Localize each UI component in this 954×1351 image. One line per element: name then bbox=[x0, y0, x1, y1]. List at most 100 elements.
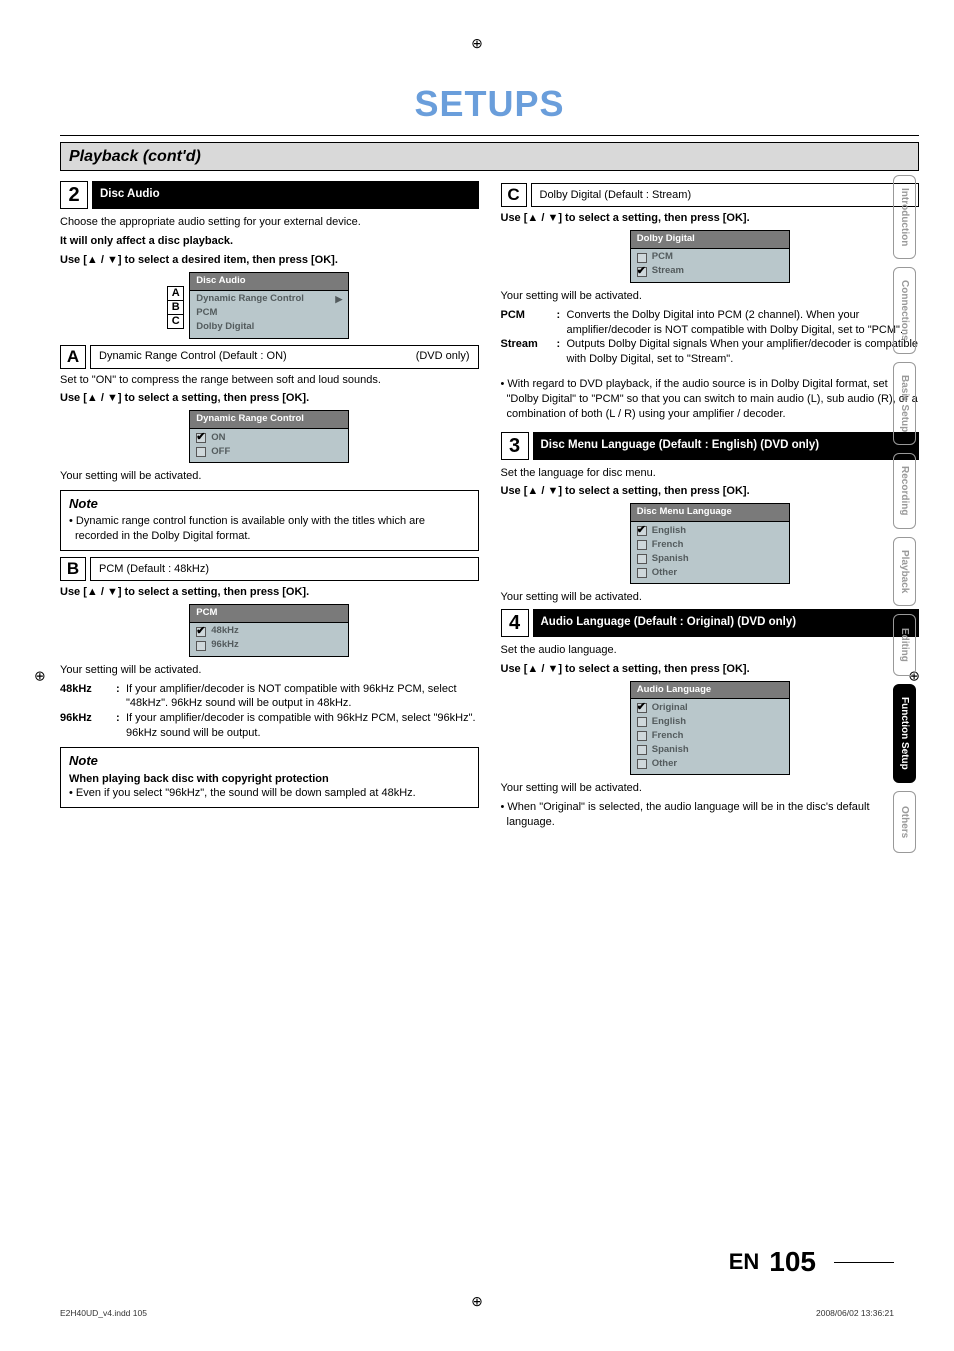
menu-title: Audio Language bbox=[630, 681, 790, 699]
menu-body: ONOFF bbox=[189, 428, 349, 463]
menu-item[interactable]: Dynamic Range Control▶ bbox=[190, 293, 348, 307]
menu-item-label: Stream bbox=[652, 265, 684, 278]
menu-item[interactable]: Stream bbox=[631, 265, 789, 279]
footer-lang: EN bbox=[729, 1247, 760, 1277]
menu-pcm: PCM 48kHz96kHz bbox=[189, 604, 349, 657]
colon: : bbox=[557, 308, 567, 338]
definition-term: 48kHz bbox=[60, 682, 116, 712]
letter-marker: B bbox=[167, 300, 184, 315]
definition-desc: If your amplifier/decoder is compatible … bbox=[126, 711, 479, 741]
definition-row: 96kHz:If your amplifier/decoder is compa… bbox=[60, 711, 479, 741]
checkbox-icon bbox=[637, 526, 647, 536]
activated-text: Your setting will be activated. bbox=[501, 590, 920, 605]
menu-item[interactable]: Other bbox=[631, 757, 789, 771]
menu-item[interactable]: Spanish bbox=[631, 743, 789, 757]
checkbox-icon bbox=[637, 759, 647, 769]
label-text: Dolby Digital (Default : Stream) bbox=[540, 188, 692, 203]
menu-audio-language: Audio Language OriginalEnglishFrenchSpan… bbox=[630, 681, 790, 776]
use-instruction: Use [▲ / ▼] to select a setting, then pr… bbox=[501, 211, 920, 226]
definition-desc: Converts the Dolby Digital into PCM (2 c… bbox=[567, 308, 920, 338]
letter-box: C bbox=[501, 183, 527, 207]
checkbox-icon bbox=[637, 568, 647, 578]
checkbox-icon bbox=[637, 703, 647, 713]
menu-item[interactable]: Original bbox=[631, 701, 789, 715]
step-label: Disc Audio bbox=[92, 181, 479, 209]
side-tab[interactable]: Function Setup bbox=[893, 684, 917, 783]
footer-page-number: 105 bbox=[769, 1243, 816, 1281]
menu-item[interactable]: Dolby Digital bbox=[190, 321, 348, 335]
menu-item-label: Dolby Digital bbox=[196, 321, 254, 334]
side-tab[interactable]: Others bbox=[893, 791, 917, 853]
menu-item-label: Other bbox=[652, 758, 677, 771]
checkbox-icon bbox=[637, 745, 647, 755]
fineprint-right: 2008/06/02 13:36:21 bbox=[816, 1308, 894, 1319]
page-title: SETUPS bbox=[60, 80, 919, 129]
menu-item[interactable]: Other bbox=[631, 566, 789, 580]
bullet-item: When "Original" is selected, the audio l… bbox=[501, 800, 920, 830]
menu-item[interactable]: Spanish bbox=[631, 552, 789, 566]
menu-item-label: 48kHz bbox=[211, 625, 238, 638]
menu-title: Disc Menu Language bbox=[630, 503, 790, 521]
letter-label: Dynamic Range Control (Default : ON) (DV… bbox=[90, 345, 479, 369]
menu-title: Dolby Digital bbox=[630, 230, 790, 248]
affect-note: It will only affect a disc playback. bbox=[60, 234, 479, 249]
title-rule bbox=[60, 135, 919, 136]
menu-dolby-digital: Dolby Digital PCMStream bbox=[630, 230, 790, 283]
menu-item[interactable]: PCM bbox=[631, 251, 789, 265]
menu-item-label: OFF bbox=[211, 446, 230, 459]
menu-item-label: French bbox=[652, 730, 684, 743]
note-heading: When playing back disc with copyright pr… bbox=[69, 772, 470, 787]
menu-item[interactable]: PCM bbox=[190, 307, 348, 321]
intro-text: Choose the appropriate audio setting for… bbox=[60, 215, 479, 230]
dd-definitions: PCM:Converts the Dolby Digital into PCM … bbox=[501, 308, 920, 367]
menu-item[interactable]: English bbox=[631, 524, 789, 538]
menu-item-label: English bbox=[652, 525, 686, 538]
menu-item[interactable]: English bbox=[631, 715, 789, 729]
step-label: Disc Menu Language (Default : English) (… bbox=[533, 432, 920, 460]
menu-item-label: Original bbox=[652, 702, 688, 715]
letter-box: A bbox=[60, 345, 86, 369]
registration-mark-top: ⊕ bbox=[471, 34, 483, 53]
two-columns: 2 Disc Audio Choose the appropriate audi… bbox=[60, 177, 919, 832]
checkbox-icon bbox=[196, 627, 206, 637]
step4-desc: Set the audio language. bbox=[501, 643, 920, 658]
page-footer: EN 105 bbox=[60, 1243, 894, 1281]
menu-item-label: English bbox=[652, 716, 686, 729]
letter-marker: C bbox=[167, 314, 184, 329]
checkbox-icon bbox=[637, 540, 647, 550]
label-text: Dynamic Range Control (Default : ON) bbox=[99, 349, 287, 364]
menu-item[interactable]: ON bbox=[190, 431, 348, 445]
menu-body: EnglishFrenchSpanishOther bbox=[630, 521, 790, 584]
letter-label: PCM (Default : 48kHz) bbox=[90, 557, 479, 581]
note-box: Note Dynamic range control function is a… bbox=[60, 490, 479, 551]
menu-title: Dynamic Range Control bbox=[189, 410, 349, 428]
letter-marker: A bbox=[167, 286, 184, 301]
step-3-header: 3 Disc Menu Language (Default : English)… bbox=[501, 432, 920, 460]
subsection-c-header: C Dolby Digital (Default : Stream) bbox=[501, 183, 920, 207]
side-tab[interactable]: Playback bbox=[893, 537, 917, 606]
side-tab[interactable]: Connections bbox=[893, 267, 917, 354]
colon: : bbox=[116, 682, 126, 712]
side-tab[interactable]: Introduction bbox=[893, 175, 917, 259]
letter-box: B bbox=[60, 557, 86, 581]
step-number: 2 bbox=[60, 181, 88, 209]
menu-item[interactable]: OFF bbox=[190, 445, 348, 459]
colon: : bbox=[557, 337, 567, 367]
pcm-definitions: 48kHz:If your amplifier/decoder is NOT c… bbox=[60, 682, 479, 741]
menu-item[interactable]: French bbox=[631, 538, 789, 552]
step-number: 4 bbox=[501, 609, 529, 637]
left-column: 2 Disc Audio Choose the appropriate audi… bbox=[60, 177, 479, 832]
menu-item[interactable]: 96kHz bbox=[190, 639, 348, 653]
dvd-only-tag: (DVD only) bbox=[416, 349, 470, 364]
checkbox-icon bbox=[637, 717, 647, 727]
definition-term: 96kHz bbox=[60, 711, 116, 741]
menu-item[interactable]: 48kHz bbox=[190, 625, 348, 639]
side-tab[interactable]: Recording bbox=[893, 453, 917, 528]
side-tab[interactable]: Basic Setup bbox=[893, 362, 917, 445]
step3-desc: Set the language for disc menu. bbox=[501, 466, 920, 481]
menu-item-label: Dynamic Range Control bbox=[196, 293, 304, 306]
menu-title: Disc Audio bbox=[189, 272, 349, 290]
side-tab[interactable]: Editing bbox=[893, 614, 917, 676]
menu-item-label: French bbox=[652, 539, 684, 552]
menu-item[interactable]: French bbox=[631, 729, 789, 743]
